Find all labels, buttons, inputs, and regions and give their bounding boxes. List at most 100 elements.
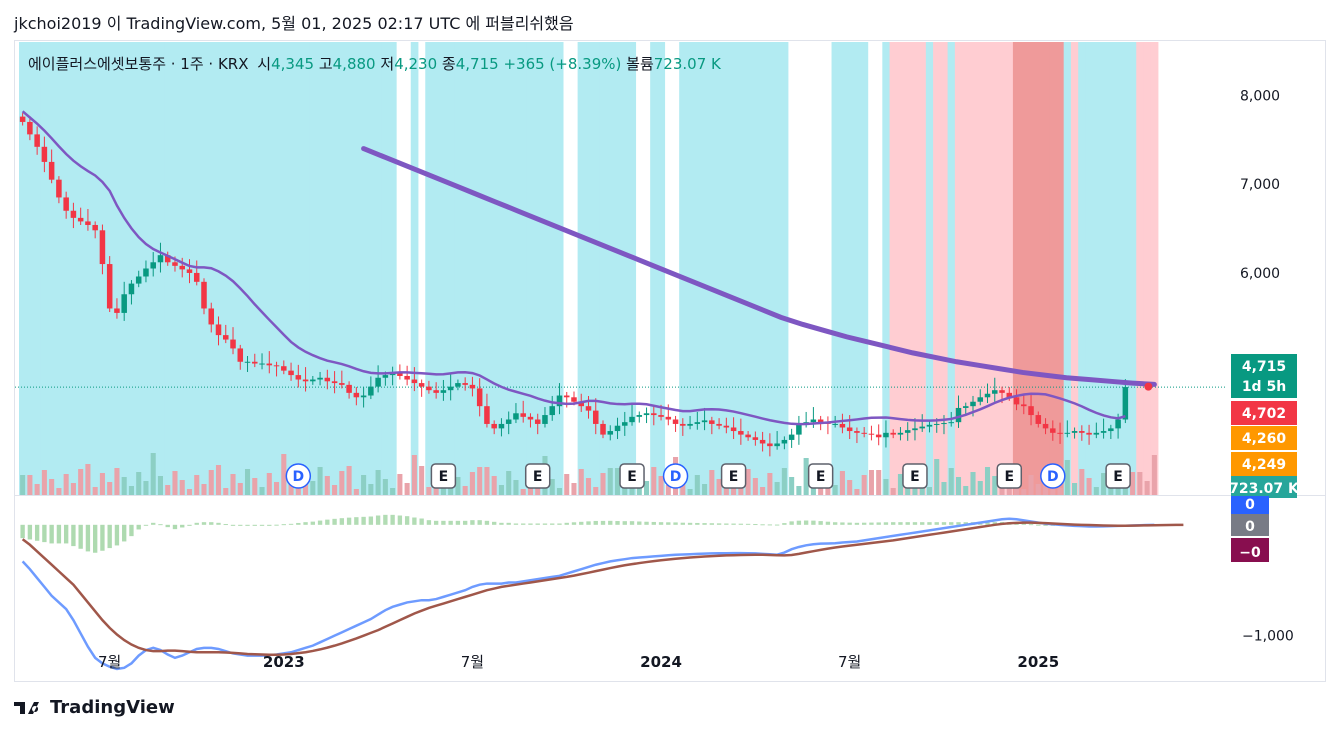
candle[interactable] <box>868 425 875 441</box>
candle[interactable] <box>919 414 925 432</box>
candle[interactable] <box>875 424 882 446</box>
earnings-marker[interactable]: E <box>619 463 645 489</box>
candle[interactable] <box>563 391 570 408</box>
dividend-marker[interactable]: D <box>1040 463 1066 489</box>
candle[interactable] <box>505 411 512 435</box>
candle[interactable] <box>912 418 918 441</box>
candle[interactable] <box>143 260 149 283</box>
candle[interactable] <box>854 427 860 444</box>
candle[interactable] <box>201 278 207 315</box>
candle[interactable] <box>223 324 229 344</box>
candle[interactable] <box>317 371 323 386</box>
candle[interactable] <box>825 416 831 435</box>
candle[interactable] <box>796 415 802 445</box>
candle[interactable] <box>418 379 425 397</box>
earnings-marker[interactable]: E <box>996 463 1023 489</box>
candle[interactable] <box>651 405 657 426</box>
candle[interactable] <box>34 126 40 155</box>
candle[interactable] <box>121 281 127 321</box>
candle[interactable] <box>955 395 962 428</box>
candle[interactable] <box>85 208 91 231</box>
candle[interactable] <box>462 377 468 391</box>
candle[interactable] <box>716 418 722 430</box>
candle[interactable] <box>353 387 360 406</box>
earnings-marker[interactable]: E <box>807 463 834 489</box>
candle[interactable] <box>984 383 991 404</box>
candle[interactable] <box>592 398 599 435</box>
candle[interactable] <box>237 344 244 370</box>
candle[interactable] <box>252 353 258 368</box>
candle[interactable] <box>1100 418 1107 439</box>
candle[interactable] <box>310 375 316 385</box>
candle[interactable] <box>135 270 142 288</box>
candle[interactable] <box>1042 418 1049 435</box>
candle[interactable] <box>273 361 280 377</box>
candle[interactable] <box>375 365 381 393</box>
candle[interactable] <box>745 431 751 441</box>
candle[interactable] <box>281 360 287 375</box>
candle[interactable] <box>27 116 33 141</box>
candle[interactable] <box>694 411 701 430</box>
candle[interactable] <box>622 411 628 436</box>
candle[interactable] <box>150 252 156 277</box>
candle[interactable] <box>723 417 730 434</box>
candle[interactable] <box>77 207 84 225</box>
candle[interactable] <box>1086 424 1092 445</box>
candle[interactable] <box>404 365 410 386</box>
candle[interactable] <box>672 415 679 432</box>
candle[interactable] <box>636 411 643 423</box>
candle[interactable] <box>1122 379 1129 424</box>
candle[interactable] <box>752 431 759 446</box>
candle[interactable] <box>687 415 693 430</box>
candle[interactable] <box>230 327 236 355</box>
candle[interactable] <box>92 221 98 239</box>
candle[interactable] <box>360 387 367 408</box>
candle[interactable] <box>491 420 497 435</box>
candle[interactable] <box>484 393 490 428</box>
earnings-marker[interactable]: E <box>1105 463 1131 489</box>
candle[interactable] <box>1028 393 1034 426</box>
earnings-marker[interactable]: E <box>720 463 747 489</box>
candle[interactable] <box>1108 424 1114 440</box>
candle[interactable] <box>433 382 439 399</box>
footer-brand[interactable]: TradingView <box>14 697 175 718</box>
candle[interactable] <box>259 353 265 370</box>
candle[interactable] <box>324 369 331 390</box>
candle[interactable] <box>295 364 302 388</box>
candle[interactable] <box>179 257 185 278</box>
candle[interactable] <box>1050 420 1056 441</box>
candle[interactable] <box>643 407 650 424</box>
candle[interactable] <box>534 413 541 435</box>
candle[interactable] <box>759 431 766 452</box>
candle[interactable] <box>164 251 171 266</box>
candle[interactable] <box>767 433 773 457</box>
candle[interactable] <box>48 149 55 184</box>
candle[interactable] <box>1035 411 1042 428</box>
dividend-marker[interactable]: D <box>285 463 312 489</box>
candle[interactable] <box>498 418 505 437</box>
candle[interactable] <box>614 417 621 440</box>
candle[interactable] <box>1013 389 1020 411</box>
candle[interactable] <box>411 367 418 392</box>
candle[interactable] <box>346 381 352 399</box>
candle[interactable] <box>600 420 606 439</box>
candle[interactable] <box>426 380 432 394</box>
candle[interactable] <box>215 316 222 346</box>
candle[interactable] <box>883 420 889 448</box>
candle[interactable] <box>1071 427 1078 439</box>
candle[interactable] <box>527 413 534 428</box>
earnings-marker[interactable]: E <box>430 463 457 489</box>
candle[interactable] <box>730 417 737 440</box>
candle[interactable] <box>368 376 374 400</box>
candle[interactable] <box>629 404 635 426</box>
candle[interactable] <box>709 416 715 435</box>
candle[interactable] <box>890 429 896 439</box>
earnings-marker[interactable]: E <box>524 463 551 489</box>
candle[interactable] <box>244 355 251 372</box>
candle[interactable] <box>861 427 867 438</box>
candle[interactable] <box>455 379 461 391</box>
candle[interactable] <box>992 377 998 402</box>
candle[interactable] <box>701 407 708 431</box>
legend-symbol[interactable]: 에이플러스에셋보통주 · 1주 · KRX <box>28 55 249 73</box>
candle[interactable] <box>440 379 447 401</box>
